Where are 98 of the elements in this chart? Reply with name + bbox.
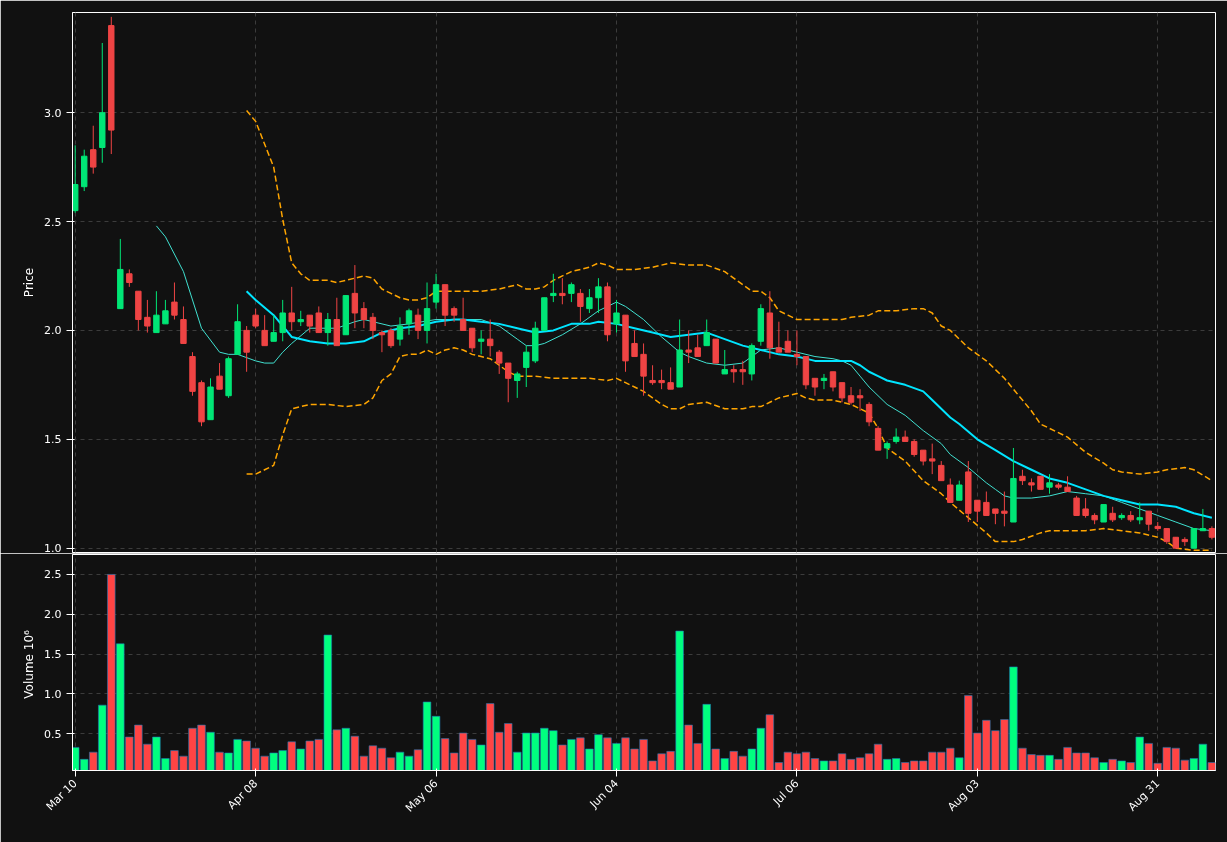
candlestick — [586, 288, 593, 314]
candlestick — [414, 308, 422, 340]
candlestick — [983, 491, 990, 516]
candlestick — [387, 327, 395, 349]
candlestick — [162, 299, 169, 325]
candlestick — [496, 349, 503, 375]
y-tick-label: 3.0 — [44, 106, 62, 120]
candlestick — [938, 460, 945, 482]
candlestick — [279, 299, 286, 342]
candlestick — [577, 288, 584, 323]
candlestick — [829, 371, 837, 392]
candlestick — [243, 325, 250, 373]
candlestick — [658, 369, 665, 390]
candlestick — [180, 305, 187, 344]
candlestick — [261, 314, 268, 347]
y-tick-label: 0.5 — [44, 727, 62, 741]
y-tick-label: 2.0 — [44, 324, 62, 338]
y-tick-label: 2.0 — [44, 608, 62, 622]
candlestick — [847, 386, 855, 405]
candlestick — [315, 305, 322, 334]
x-tick-label: Jul 06 — [769, 776, 802, 809]
candlestick — [171, 282, 178, 321]
candlestick — [90, 125, 97, 175]
candlestick — [1082, 497, 1089, 519]
candlestick — [468, 327, 476, 353]
candlestick — [974, 499, 981, 523]
candlestick — [514, 371, 521, 399]
candlestick — [856, 388, 864, 412]
candlestick — [459, 297, 467, 331]
candlestick — [631, 329, 638, 358]
candlestick — [1136, 501, 1143, 525]
candlestick — [505, 362, 512, 403]
candlestick — [559, 277, 566, 305]
candlestick — [423, 282, 431, 344]
candlestick — [703, 319, 710, 347]
candlestick — [477, 329, 485, 355]
candlestick — [739, 360, 746, 386]
candlestick — [838, 382, 846, 403]
line-series — [245, 109, 1213, 482]
candlestick — [369, 312, 377, 340]
y-tick-label: 2.5 — [44, 215, 62, 229]
candlestick — [595, 277, 602, 314]
candlestick — [568, 282, 575, 303]
candlestick — [252, 308, 259, 329]
candlestick — [874, 425, 882, 451]
candlestick — [685, 329, 692, 364]
candlestick — [324, 312, 332, 347]
candlestick — [523, 345, 530, 388]
y-tick-label: 1.5 — [44, 433, 62, 447]
y-tick-label: 2.5 — [44, 568, 62, 582]
y-tick-label: 1.0 — [44, 687, 62, 701]
candlestick — [1073, 495, 1080, 516]
candlestick — [694, 334, 701, 358]
candlestick — [432, 273, 440, 310]
candlestick — [1199, 508, 1207, 532]
x-tick-label: Apr 08 — [225, 776, 261, 812]
candlestick — [288, 286, 295, 331]
candlestick — [667, 366, 674, 390]
candlestick — [929, 443, 936, 475]
candlestick — [360, 301, 368, 329]
candlestick — [550, 273, 557, 303]
candlestick — [712, 338, 719, 364]
candlestick — [892, 427, 900, 445]
line-series — [245, 290, 1213, 519]
x-tick-label: Jun 04 — [586, 776, 622, 812]
candlestick — [649, 364, 656, 386]
x-tick-label: Aug 31 — [1125, 776, 1163, 814]
candlestick — [486, 319, 494, 358]
candlestick — [405, 308, 413, 336]
candlestick — [947, 477, 954, 503]
candlestick — [216, 362, 223, 390]
candlestick — [450, 305, 458, 323]
candlestick — [784, 329, 792, 353]
y-axis-title: Price — [22, 267, 37, 298]
candlestick — [793, 329, 801, 366]
candlestick — [1145, 510, 1152, 532]
y-tick-label: 1.0 — [44, 542, 62, 556]
y-tick-label: 1.5 — [44, 648, 62, 662]
candlestick — [1046, 473, 1053, 495]
candlestick — [351, 264, 359, 329]
candlestick — [640, 342, 647, 397]
y-axis-title: Volume 10⁶ — [22, 629, 37, 699]
x-tick-label: Mar 10 — [43, 776, 80, 814]
candlestick — [270, 314, 277, 342]
candlestick — [820, 373, 828, 390]
candlestick — [721, 349, 728, 375]
candlestick — [775, 321, 783, 353]
candlestick — [396, 316, 404, 347]
candlestick — [811, 377, 819, 397]
candlestick — [1001, 491, 1008, 527]
candlestick — [153, 290, 160, 334]
candlestick — [144, 299, 151, 334]
candlestick — [865, 401, 873, 427]
candlestick — [1190, 528, 1198, 549]
candlestick — [613, 299, 620, 334]
candlestick — [378, 329, 386, 353]
candlestick — [883, 440, 891, 460]
candlestick — [956, 480, 963, 501]
